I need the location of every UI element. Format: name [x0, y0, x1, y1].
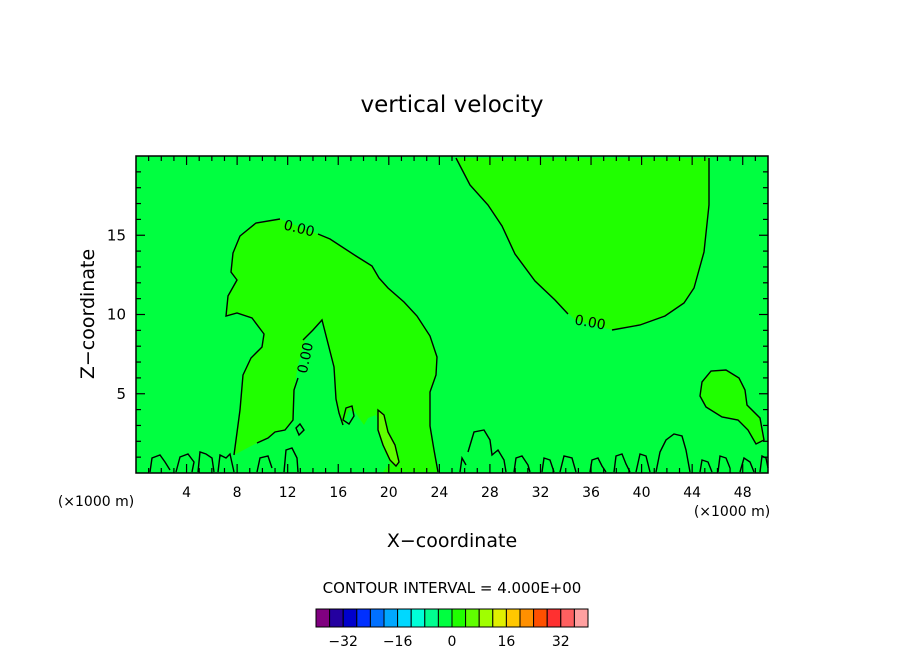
colorbar-swatch [437, 608, 453, 628]
y-axis-ticks [136, 171, 768, 458]
x-tick-label: 24 [430, 485, 448, 501]
colorbar-swatch [397, 608, 412, 628]
colorbar-swatch [356, 608, 371, 628]
colorbar-swatch [451, 608, 467, 628]
x-tick-label: 28 [481, 485, 499, 501]
y-tick-label: 15 [107, 226, 126, 244]
x-axis-tick-labels: 4 8 12 16 20 24 28 32 36 40 44 48 [182, 485, 752, 501]
x-tick-label: 32 [532, 485, 550, 501]
x-tick-label: 48 [734, 485, 752, 501]
colorbar-swatch [492, 608, 507, 628]
colorbar-swatch [383, 608, 399, 628]
colorbar-swatch [315, 608, 331, 628]
contour-line-small-blob [342, 405, 355, 425]
colorbar-swatch [560, 608, 575, 628]
x-tick-label: 12 [279, 485, 297, 501]
colorbar [315, 608, 589, 628]
contour-line-surface-wiggles [149, 429, 769, 473]
contour-line-strong [377, 408, 400, 468]
x-tick-label: 36 [582, 485, 600, 501]
contour-line-small-east [699, 369, 765, 445]
colorbar-swatch [342, 608, 358, 628]
contour-label-top: 0.00 [282, 217, 316, 240]
x-unit-label: (×1000 m) [694, 504, 770, 520]
contour-line-small-blob2 [295, 422, 305, 437]
colorbar-swatch [519, 608, 535, 628]
contour-region-updraft-east [456, 158, 709, 330]
contour-region-strong-updraft [378, 410, 399, 466]
contour-line-west-inner [256, 318, 344, 444]
contour-lines [149, 157, 769, 473]
contour-label-group: 0.00 0.00 0.00 [282, 217, 607, 374]
colorbar-swatch [573, 608, 589, 628]
colorbar-tick-label: 0 [448, 634, 457, 650]
x-tick-label: 20 [380, 485, 398, 501]
colorbar-tick-label: −32 [328, 634, 358, 650]
x-tick-label: 40 [633, 485, 651, 501]
y-tick-label: 10 [107, 306, 126, 324]
colorbar-tick-label: 16 [497, 634, 515, 650]
x-axis-label: X−coordinate [387, 530, 517, 552]
x-axis-ticks [148, 156, 756, 473]
contour-label-east: 0.00 [573, 312, 606, 333]
x-tick-label: 8 [233, 485, 242, 501]
colorbar-swatch [369, 608, 385, 628]
contour-line-east [455, 157, 710, 331]
x-tick-label: 4 [182, 485, 191, 501]
contour-region-updraft-small [700, 370, 764, 444]
colorbar-tick-labels: −32 −16 0 16 32 [328, 634, 569, 650]
contour-interval-text: CONTOUR INTERVAL = 4.000E+00 [323, 579, 582, 597]
colorbar-swatch [424, 608, 439, 628]
contour-region-updraft-west [226, 219, 438, 472]
colorbar-swatch [478, 608, 494, 628]
x-tick-label: 44 [683, 485, 701, 501]
y-tick-label: 5 [116, 385, 126, 403]
colorbar-swatch [410, 608, 426, 628]
colorbar-swatch [329, 608, 344, 628]
contour-label-middle: 0.00 [295, 341, 317, 375]
colorbar-swatch [465, 608, 480, 628]
colorbar-tick-label: 32 [552, 634, 570, 650]
y-unit-label: (×1000 m) [58, 494, 134, 510]
y-axis-label: Z−coordinate [77, 249, 99, 379]
colorbar-swatch [505, 608, 521, 628]
contour-regions [226, 158, 764, 472]
colorbar-swatch [546, 608, 562, 628]
colorbar-swatch [533, 608, 548, 628]
y-axis-tick-labels: 5 10 15 [107, 226, 126, 403]
contour-line-west [225, 218, 439, 473]
colorbar-tick-label: −16 [383, 634, 413, 650]
x-tick-label: 16 [329, 485, 347, 501]
chart-title: vertical velocity [361, 92, 544, 118]
